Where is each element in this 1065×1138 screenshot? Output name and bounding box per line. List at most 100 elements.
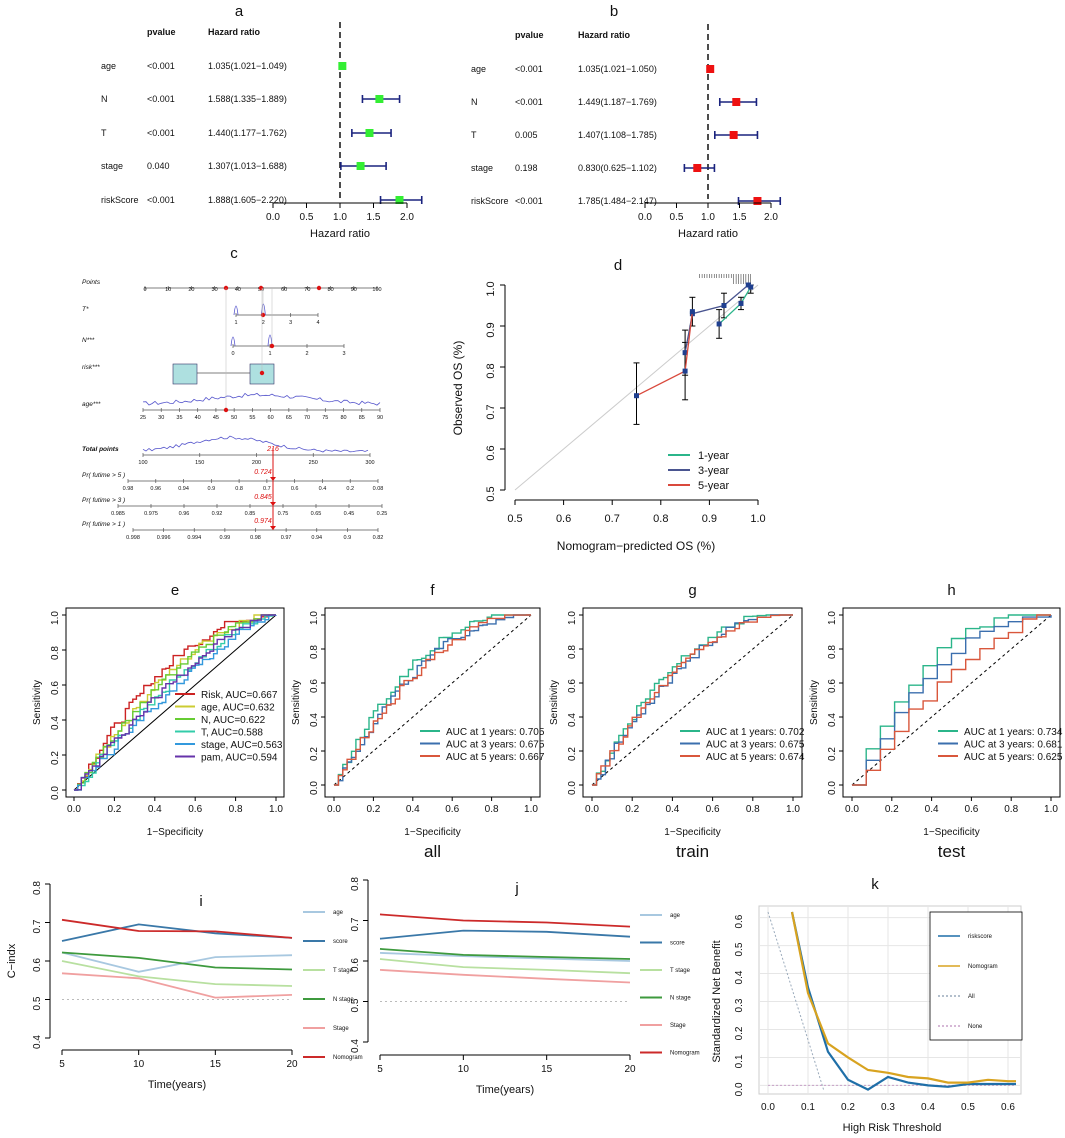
roc-curve	[334, 614, 531, 786]
plot-frame	[65, 607, 285, 798]
selected-point	[269, 343, 275, 349]
nomogram-tick-label: 100	[138, 460, 147, 466]
legend-label: N, AUC=0.622	[201, 715, 266, 726]
x-axis-label: 1−Specificity	[923, 827, 979, 838]
row-hazard-ratio: 1.588(1.335−1.889)	[208, 94, 287, 104]
nomogram-tick-label: 150	[195, 460, 204, 466]
row-hazard-ratio: 1.035(1.021−1.050)	[578, 64, 657, 74]
total-points-density-curve	[142, 435, 369, 453]
x-tick-label: 5	[59, 1059, 65, 1070]
roc-curve	[74, 614, 277, 791]
legend-label: AUC at 3 years: 0.681	[964, 740, 1063, 751]
x-tick-label: 0.2	[107, 804, 121, 815]
y-tick-label: 0.8	[50, 646, 61, 660]
x-axis-label: Hazard ratio	[310, 228, 370, 240]
series-line	[379, 929, 631, 940]
nomogram-tick-label: 0	[143, 287, 146, 293]
series-line	[379, 969, 631, 984]
legend-box	[929, 911, 1023, 1041]
nomogram-tick-label: 3	[289, 320, 292, 326]
x-tick-label: 0.3	[881, 1102, 895, 1113]
legend-label: N stage	[333, 997, 354, 1003]
legend-label: Nomogram	[333, 1055, 363, 1061]
y-axis-label: C−indx	[6, 943, 18, 978]
legend-label: AUC at 3 years: 0.675	[706, 740, 805, 751]
legend-label: T stage	[670, 968, 691, 974]
plot-frame	[842, 607, 1061, 798]
y-tick-label: 1.0	[567, 611, 578, 625]
nomogram-row-label: risk***	[82, 364, 100, 371]
x-axis-label: 1−Specificity	[664, 827, 720, 838]
nomogram-tick-label: 70	[304, 287, 310, 293]
roc-plot-g: g 0.0 0.0 0.2 0.2 0.4 0.4 0.6 0.6 0.8 0.8 1.0 1.0 1−S…	[549, 582, 805, 861]
nomogram-tick-label: 300	[365, 460, 374, 466]
diagonal-line	[591, 614, 794, 786]
total-points-value: 216	[266, 446, 279, 453]
row-pvalue: <0.001	[515, 64, 543, 74]
y-tick-label: 0.7	[350, 917, 361, 931]
column-header-pvalue: pvalue	[515, 30, 544, 40]
x-tick-label: 20	[286, 1059, 298, 1070]
legend-label: N stage	[670, 996, 691, 1002]
x-tick-label: 0.5	[961, 1102, 975, 1113]
y-tick-label: 0.6	[350, 958, 361, 972]
x-tick-label: 0.0	[266, 212, 280, 223]
x-tick-label: 0.8	[485, 804, 499, 815]
column-header-pvalue: pvalue	[147, 27, 176, 37]
x-tick-label: 0.0	[845, 804, 859, 815]
y-tick-label: 0.2	[309, 747, 320, 761]
x-tick-label: 5	[377, 1064, 383, 1075]
x-tick-label: 0.6	[706, 804, 720, 815]
nomogram-tick-label: 0.96	[150, 486, 161, 492]
category-density-bump	[233, 303, 266, 316]
calibration-plot-d: d 0.5 0.5 0.6 0.6 0.7 0.7 0.8 0.8 0.9 0.9 1.0 1.0 Nom…	[451, 257, 766, 553]
row-hazard-ratio: 1.449(1.187−1.769)	[578, 97, 657, 107]
roc-curve	[592, 614, 793, 786]
series-line	[790, 911, 1016, 1091]
y-tick-label: 0.2	[734, 1026, 745, 1040]
legend-label: Nomogram	[968, 964, 998, 970]
nomogram-tick-label: 0.996	[157, 535, 171, 541]
nomogram-tick-label: 75	[322, 415, 328, 421]
series-line	[61, 918, 293, 939]
column-header-hazard-ratio: Hazard ratio	[578, 30, 631, 40]
nomogram-tick-label: 25	[140, 415, 146, 421]
y-tick-label: 0.5	[32, 996, 43, 1010]
roc-curve	[334, 614, 531, 786]
y-axis-label: Sensitivity	[291, 680, 302, 725]
x-tick-label: 0.4	[406, 804, 420, 815]
nomogram-tick-label: 200	[252, 460, 261, 466]
plot-frame	[324, 607, 541, 798]
x-tick-label: 1.0	[269, 804, 283, 815]
line-plot-k: k 0.0 0.1 0.2 0.3 0.4 0.5 0.6 0.0 0.1 0.2 0.3 0.4 0.5…	[711, 876, 1023, 1134]
selected-point	[223, 407, 229, 413]
nomogram-tick-label: 0.97	[281, 535, 292, 541]
nomogram-tick-label: 10	[165, 287, 171, 293]
nomogram-tick-label: 0.08	[373, 486, 384, 492]
category-density-bump	[230, 334, 273, 347]
x-tick-label: 0.5	[670, 212, 684, 223]
nomogram-row-label: Pr( futime > 3 )	[82, 497, 125, 504]
x-tick-label: 0.0	[327, 804, 341, 815]
row-hazard-ratio: 1.888(1.605−2.220)	[208, 195, 287, 205]
forest-plot-a: a pvalue Hazard ratio age <0.001 1.035(1.021−…	[101, 3, 423, 240]
x-tick-label: 0.4	[148, 804, 162, 815]
nomogram-tick-label: 35	[176, 415, 182, 421]
nomogram-tick-label: 100	[372, 287, 381, 293]
x-tick-label: 20	[624, 1064, 636, 1075]
y-tick-label: 0.4	[567, 713, 578, 727]
diagonal-line	[333, 614, 532, 786]
x-tick-label: 0.8	[1004, 804, 1018, 815]
x-tick-label: 1.0	[750, 513, 765, 525]
nomogram-tick-label: 250	[309, 460, 318, 466]
series-point	[721, 303, 727, 308]
series-line	[61, 923, 293, 942]
row-hazard-ratio: 1.407(1.108−1.785)	[578, 130, 657, 140]
nomogram-tick-label: 0	[231, 351, 234, 357]
row-pvalue: <0.001	[147, 61, 175, 71]
x-tick-label: 0.2	[366, 804, 380, 815]
nomogram-tick-label: 3	[342, 351, 345, 357]
series-point	[716, 321, 722, 327]
hazard-ratio-marker	[395, 196, 404, 204]
legend-label: riskscore	[968, 934, 993, 940]
